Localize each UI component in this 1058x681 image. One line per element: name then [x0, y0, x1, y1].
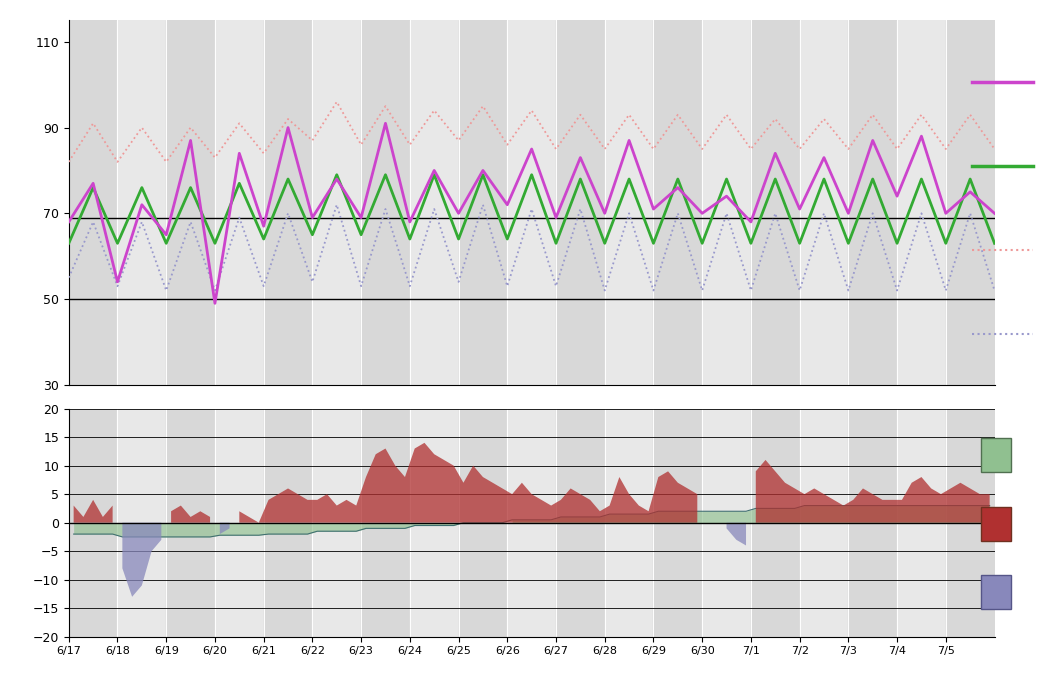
Bar: [557, 409, 605, 637]
Bar: [507, 409, 557, 637]
Bar: [361, 20, 409, 385]
Bar: [981, 439, 1011, 473]
Bar: [69, 409, 117, 637]
Bar: [166, 20, 215, 385]
Bar: [654, 409, 703, 637]
Bar: [458, 20, 507, 385]
Bar: [263, 20, 312, 385]
Bar: [409, 20, 458, 385]
Bar: [703, 409, 751, 637]
Bar: [458, 409, 507, 637]
Bar: [981, 507, 1011, 541]
Bar: [117, 20, 166, 385]
Bar: [409, 409, 458, 637]
Bar: [312, 20, 361, 385]
Bar: [605, 20, 654, 385]
Bar: [800, 409, 849, 637]
Bar: [654, 20, 703, 385]
Bar: [361, 409, 409, 637]
Bar: [897, 20, 946, 385]
Bar: [751, 409, 800, 637]
Bar: [981, 575, 1011, 609]
Bar: [507, 20, 557, 385]
Bar: [849, 20, 897, 385]
Bar: [69, 20, 117, 385]
Bar: [849, 409, 897, 637]
Bar: [897, 409, 946, 637]
Bar: [605, 409, 654, 637]
Bar: [215, 409, 263, 637]
Bar: [263, 409, 312, 637]
Bar: [800, 20, 849, 385]
Bar: [946, 20, 995, 385]
Bar: [215, 20, 263, 385]
Bar: [751, 20, 800, 385]
Bar: [312, 409, 361, 637]
Bar: [166, 409, 215, 637]
Bar: [117, 409, 166, 637]
Bar: [946, 409, 995, 637]
Bar: [703, 20, 751, 385]
Bar: [557, 20, 605, 385]
